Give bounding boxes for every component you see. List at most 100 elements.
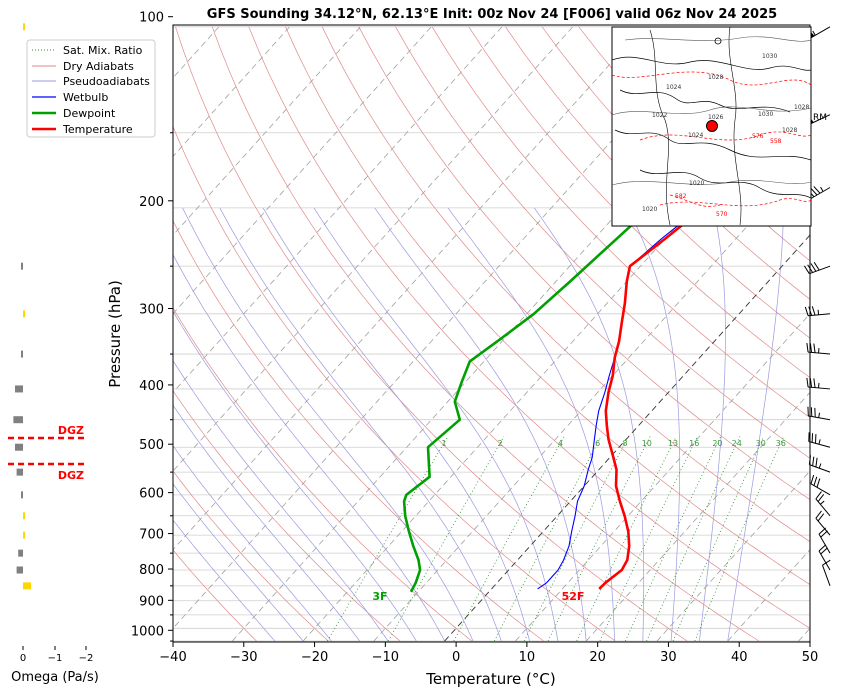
mixing-ratio-label: 4 xyxy=(558,439,563,448)
mixing-ratio-label: 8 xyxy=(622,439,627,448)
map-isobar-label: 1028 xyxy=(794,104,809,111)
map-isobar-label: 1020 xyxy=(642,206,657,213)
omega-bar xyxy=(23,310,25,317)
mixing-ratio-label: 24 xyxy=(732,439,742,448)
omega-bar xyxy=(23,512,25,519)
dgz-top-label: DGZ xyxy=(58,424,84,437)
wind-barb xyxy=(809,432,830,447)
legend-label-dry: Dry Adiabats xyxy=(63,60,134,73)
pseudoadiabat-line xyxy=(448,208,615,641)
omega-bar xyxy=(15,444,23,451)
pseudoadiabat-line xyxy=(699,208,725,641)
y-axis-label: Pressure (hPa) xyxy=(106,280,124,388)
x-tick-label: −10 xyxy=(372,650,399,665)
mixing-ratio-label: 30 xyxy=(756,439,766,448)
wind-barb-flag xyxy=(812,306,815,315)
map-isobar-label: 1020 xyxy=(689,180,704,187)
mixing-ratio-line xyxy=(494,437,601,641)
mixing-ratio-label: 36 xyxy=(776,439,786,448)
pseudoadiabat-line xyxy=(728,208,784,641)
mixing-ratio-label: 1 xyxy=(441,439,446,448)
dry-adiabat-line xyxy=(102,27,543,641)
y-tick-label: 700 xyxy=(139,528,164,543)
x-axis-label: Temperature (°C) xyxy=(425,670,555,688)
mixing-ratio-label: 16 xyxy=(689,439,699,448)
wind-barb-flag xyxy=(813,457,814,466)
legend-label-temperature: Temperature xyxy=(62,123,133,136)
mixing-ratio-line xyxy=(695,437,784,641)
location-marker xyxy=(707,121,718,132)
legend-label-mixratio: Sat. Mix. Ratio xyxy=(63,44,143,57)
map-isobar-label: 1022 xyxy=(652,112,667,119)
legend: Sat. Mix. Ratio Dry Adiabats Pseudoadiab… xyxy=(27,40,155,137)
wind-barb-half xyxy=(820,501,824,504)
pseudoadiabat-line xyxy=(375,208,586,641)
wind-barb-flag xyxy=(810,378,811,387)
mixing-ratio-label: 13 xyxy=(668,439,678,448)
omega-bar xyxy=(13,416,23,423)
legend-label-wetbulb: Wetbulb xyxy=(63,91,108,104)
wind-barb-half xyxy=(819,439,820,444)
map-isobar-label: 1028 xyxy=(708,74,723,81)
map-height-label: 558 xyxy=(770,138,782,145)
map-isobar-label: 1028 xyxy=(782,127,797,134)
x-tick-label: 0 xyxy=(452,650,460,665)
map-location-label: RM xyxy=(813,113,827,123)
omega-bar xyxy=(21,491,23,498)
dry-adiabat-line xyxy=(835,27,856,641)
pseudoadiabat-line xyxy=(314,208,558,641)
x-tick-label: 10 xyxy=(519,650,536,665)
surface-dewpoint-label: 3F xyxy=(372,590,387,603)
wind-barb xyxy=(808,407,830,420)
wind-barb-flag xyxy=(816,458,817,467)
wind-barb xyxy=(809,455,830,472)
y-tick-label: 600 xyxy=(139,487,164,502)
x-tick-label: 30 xyxy=(660,650,677,665)
wind-barb-flag xyxy=(817,479,820,488)
y-tick-label: 100 xyxy=(139,11,164,26)
wind-barb xyxy=(819,545,830,570)
wind-barb-flag xyxy=(814,477,817,486)
wind-barb-flag xyxy=(805,307,808,316)
legend-label-pseudo: Pseudoadiabats xyxy=(63,75,150,88)
wind-barb-flag xyxy=(807,343,808,352)
wind-barb-flag xyxy=(814,344,815,353)
legend-label-dewpoint: Dewpoint xyxy=(63,107,116,120)
map-height-label: 570 xyxy=(716,211,728,218)
omega-bar xyxy=(18,550,23,557)
omega-tick-label-0: 0 xyxy=(20,653,26,664)
mixing-ratio-label: 20 xyxy=(712,439,722,448)
x-tick-label: −20 xyxy=(301,650,328,665)
x-tick-label: 20 xyxy=(589,650,606,665)
mixing-ratio-line xyxy=(625,437,720,641)
omega-bar xyxy=(21,351,23,358)
wind-barb-half xyxy=(821,187,824,191)
map-height-label: 582 xyxy=(675,193,687,200)
mixing-ratio-label: 6 xyxy=(595,439,600,448)
wind-barb xyxy=(811,475,830,495)
wind-barb-flag xyxy=(814,378,815,387)
mixing-ratio-line xyxy=(388,437,504,641)
y-tick-label: 800 xyxy=(139,563,164,578)
mixing-ratio-label: 10 xyxy=(642,439,652,448)
omega-bar xyxy=(23,23,25,30)
pseudoadiabat-line xyxy=(121,208,416,641)
surface-temperature-label: 52F xyxy=(562,590,585,603)
wind-barb xyxy=(816,511,830,535)
omega-bar xyxy=(15,385,23,392)
x-tick-label: 40 xyxy=(731,650,748,665)
pseudoadiabat-line xyxy=(628,208,680,641)
mixing-ratio-lines xyxy=(328,437,784,641)
wind-barb-flag xyxy=(807,378,808,387)
omega-bar xyxy=(23,532,25,539)
x-tick-label: −40 xyxy=(159,650,186,665)
map-height-label: 576 xyxy=(752,133,764,140)
mixing-ratio-line xyxy=(548,437,650,641)
omega-bar xyxy=(21,263,23,270)
mixing-ratio-line xyxy=(600,437,698,641)
y-tick-label: 900 xyxy=(139,594,164,609)
omega-tick-label-2: −2 xyxy=(79,653,94,664)
wind-barb-half xyxy=(819,413,820,418)
